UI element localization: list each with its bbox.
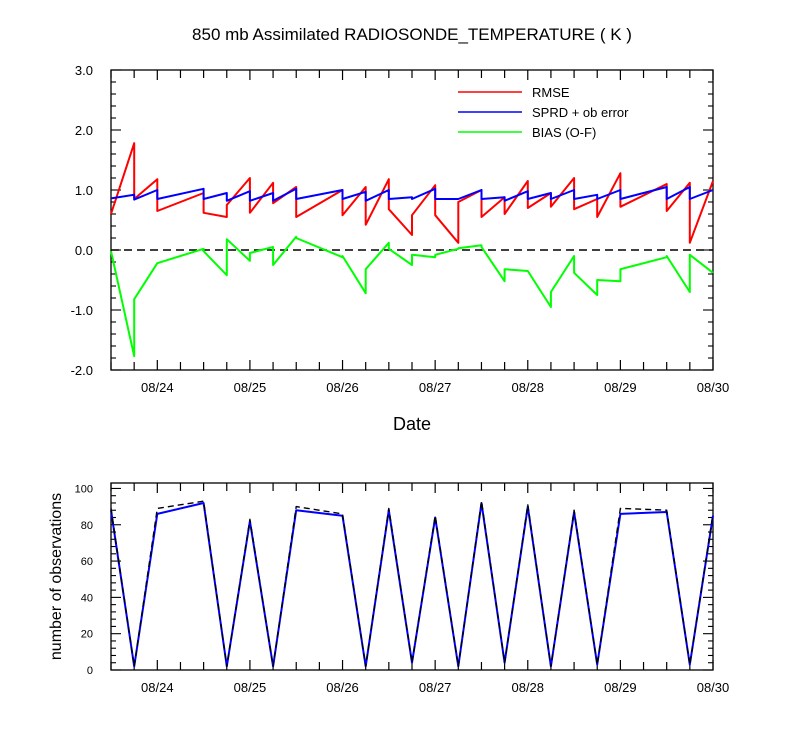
x-axis-label: Date [393, 414, 431, 434]
y-tick-label: 20 [81, 629, 93, 641]
y-tick-label: 100 [75, 483, 93, 495]
y-tick-label: 0.0 [75, 243, 93, 258]
x-tick-label: 08/25 [234, 680, 267, 695]
series-line-sprd-ob-error [110, 186, 714, 202]
series-line-bias-o-f [110, 235, 714, 358]
x-tick-label: 08/28 [511, 680, 544, 695]
x-tick-label: 08/30 [697, 680, 730, 695]
x-tick-label: 08/28 [511, 380, 544, 395]
y-tick-label: 3.0 [75, 63, 93, 78]
series-line-observations-possible [110, 500, 714, 668]
x-tick-label: 08/27 [419, 380, 452, 395]
y-tick-label: 80 [81, 520, 93, 532]
y-tick-label: 0 [87, 665, 93, 677]
x-tick-label: 08/25 [234, 380, 267, 395]
series-line-observations-used [110, 502, 714, 668]
x-tick-label: 08/24 [141, 380, 174, 395]
bottom-panel: 08/24 08/25 08/26 08/27 08/28 08/29 08/30 0 20 40… [48, 482, 730, 695]
x-tick-label: 08/29 [604, 680, 637, 695]
y-axis-label: number of observations [48, 493, 65, 660]
x-tick-label: 08/26 [326, 380, 359, 395]
y-tick-label: -2.0 [71, 363, 93, 378]
x-tick-label: 08/29 [604, 380, 637, 395]
top-panel: 08/24 08/25 08/26 08/27 08/28 08/29 08/30 -2.0 -… [71, 25, 730, 434]
x-tick-label: 08/30 [697, 380, 730, 395]
y-tick-label: 40 [81, 592, 93, 604]
legend-label: RMSE [532, 85, 570, 100]
plot-frame [110, 482, 714, 671]
x-tick-label: 08/26 [326, 680, 359, 695]
legend-label: BIAS (O-F) [532, 125, 596, 140]
y-tick-label: 1.0 [75, 183, 93, 198]
y-tick-label: 2.0 [75, 123, 93, 138]
y-tick-label: -1.0 [71, 303, 93, 318]
y-tick-label: 60 [81, 556, 93, 568]
x-tick-label: 08/24 [141, 680, 174, 695]
legend-label: SPRD + ob error [532, 105, 629, 120]
series-line-rmse [110, 142, 714, 244]
x-tick-label: 08/27 [419, 680, 452, 695]
chart-title: 850 mb Assimilated RADIOSONDE_TEMPERATUR… [192, 25, 632, 44]
